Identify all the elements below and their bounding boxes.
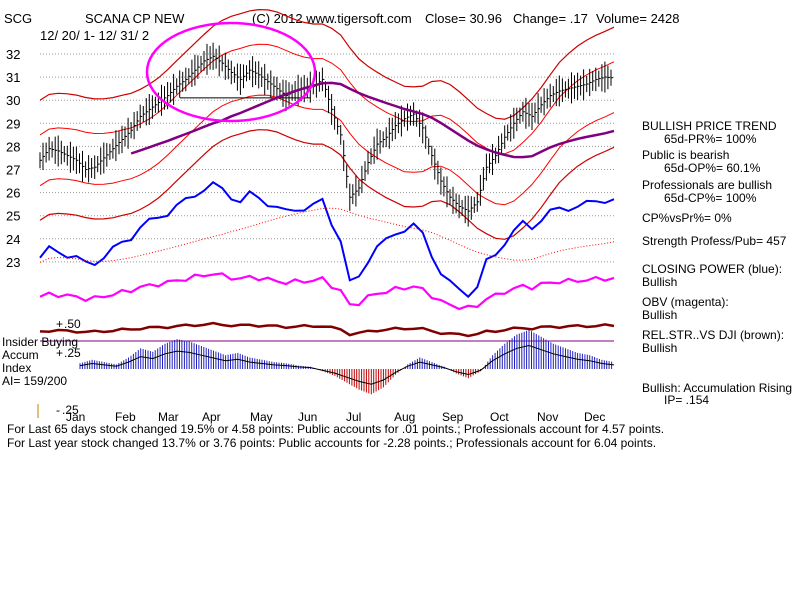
x-tick-label: May [250, 410, 273, 424]
cp-vs-pr: CP%vsPr%= 0% [642, 211, 732, 225]
x-tick-label: Jan [66, 410, 85, 424]
x-tick-label: Aug [394, 410, 415, 424]
stats-year: For Last year stock changed 13.7% or 3.7… [7, 436, 656, 450]
accumulation-histogram [39, 321, 615, 395]
index-label: Index [2, 361, 31, 375]
pros-value: 65d-CP%= 100% [664, 191, 757, 205]
y-tick-label: 27 [6, 163, 20, 178]
rel-str-value: Bullish [642, 341, 677, 355]
close-value: Close= 30.96 [425, 11, 502, 26]
ma-line [130, 81, 615, 159]
accum-label: Accum [2, 348, 39, 362]
accum-axis-bottom: - [56, 403, 60, 417]
x-tick-label: Sep [442, 410, 464, 424]
closing-power-ma [39, 207, 615, 263]
closing-power-label: CLOSING POWER (blue): [642, 262, 782, 276]
ticker-label: SCG [4, 11, 32, 26]
public-value: 65d-OP%= 60.1% [664, 161, 761, 175]
y-tick-label: 24 [6, 232, 20, 247]
price-bars [39, 42, 613, 227]
y-tick-label: 30 [6, 93, 20, 108]
y-tick-label: 29 [6, 116, 20, 131]
accum-axis-label-bottom: .25 [62, 403, 79, 417]
price-bands [39, 8, 615, 240]
insider-buying-label: Insider Buying [2, 335, 78, 349]
y-tick-label: 25 [6, 209, 20, 224]
rel-str-label: REL.STR..VS DJI (brown): [642, 328, 784, 342]
obv-line [39, 272, 615, 311]
rel-strength-path [39, 321, 615, 338]
y-tick-label: 31 [6, 70, 20, 85]
y-tick-label: 26 [6, 186, 20, 201]
x-tick-label: Apr [202, 410, 221, 424]
accum-smooth-line [79, 344, 615, 385]
lower-band-outer [39, 129, 615, 240]
moving-average [130, 81, 615, 159]
y-tick-label: 28 [6, 139, 20, 154]
ip-value: IP= .154 [664, 393, 709, 407]
x-tick-label: Oct [490, 410, 509, 424]
y-tick-label: 23 [6, 255, 20, 270]
x-axis-labels: Jan Feb Mar Apr May Jun Jul Aug Sep Oct Nov Dec [66, 410, 605, 424]
closing-power-path [39, 181, 615, 299]
accum-rising: Bullish: Accumulation Rising [642, 381, 792, 395]
y-tick-label: 32 [6, 47, 20, 62]
x-tick-label: Feb [115, 410, 136, 424]
upper-band-outer [39, 8, 615, 120]
accum-axis-mid: + [56, 346, 63, 360]
trend-title: BULLISH PRICE TREND [642, 119, 777, 133]
strength: Strength Profess/Pub= 457 [642, 234, 787, 248]
public-title: Public is bearish [642, 148, 729, 162]
closing-power-value: Bullish [642, 275, 677, 289]
lower-band-inner [39, 94, 615, 206]
accum-axis-top: + [56, 317, 63, 331]
x-tick-label: Jul [346, 410, 361, 424]
accum-axis-label-top: .50 [64, 317, 81, 331]
obv-label: OBV (magenta): [642, 295, 729, 309]
volume-value: Volume= 2428 [596, 11, 679, 26]
copyright: (C) 2012 www.tigersoft.com [252, 11, 412, 26]
company-name: SCANA CP NEW [85, 11, 185, 26]
pros-title: Professionals are bullish [642, 178, 772, 192]
x-tick-label: Nov [537, 410, 558, 424]
x-tick-label: Dec [584, 410, 605, 424]
grid-lines [40, 53, 614, 263]
upper-band-inner [39, 43, 615, 155]
stats-65day: For Last 65 days stock changed 19.5% or … [7, 422, 664, 436]
obv-value: Bullish [642, 308, 677, 322]
y-axis-labels: 32 31 30 29 28 27 26 25 24 23 [6, 47, 20, 270]
highlight-circle [145, 21, 317, 123]
ai-value: AI= 159/200 [2, 374, 67, 388]
trend-value: 65d-PR%= 100% [664, 132, 757, 146]
accum-axis-label-mid: .25 [64, 346, 81, 360]
closing-power-line [39, 181, 615, 299]
x-tick-label: Mar [158, 410, 179, 424]
change-value: Change= .17 [513, 11, 588, 26]
obv-path [39, 272, 615, 311]
x-tick-label: Jun [298, 410, 317, 424]
date-range: 12/ 20/ 1- 12/ 31/ 2 [40, 28, 149, 43]
